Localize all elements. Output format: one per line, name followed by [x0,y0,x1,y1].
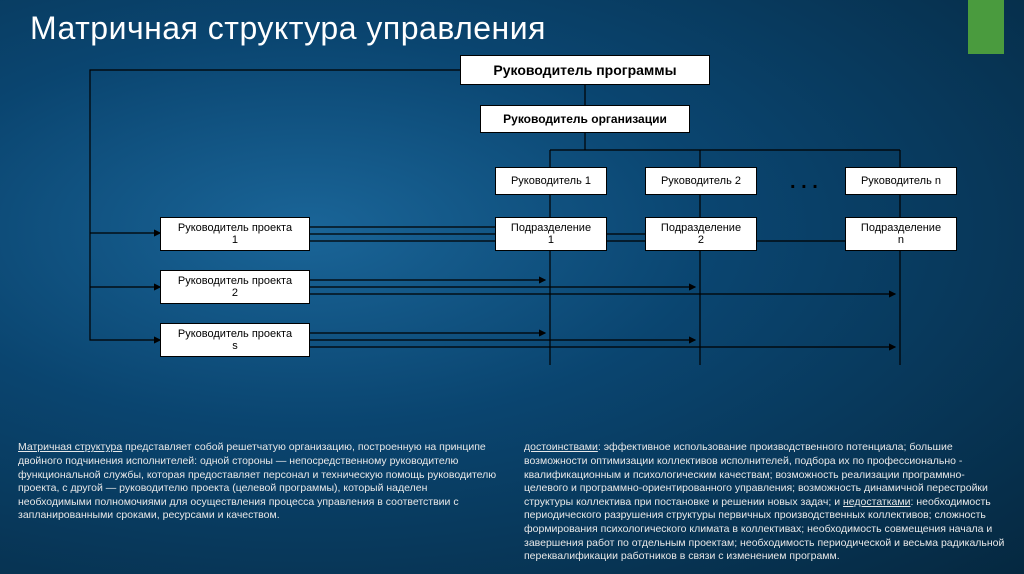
node-org_head: Руководитель организации [480,105,690,133]
org-diagram: Руководитель программы Руководитель орган… [50,55,974,385]
term-disadvantages: недостатками [843,496,910,508]
ellipsis: . . . [790,171,818,194]
node-deptn: Подразделение n [845,217,957,251]
node-proj2: Руководитель проекта 2 [160,270,310,304]
node-program_head: Руководитель программы [460,55,710,85]
left-body: представляет собой решетчатую организаци… [18,441,496,521]
node-dept1: Подразделение 1 [495,217,607,251]
node-projs: Руководитель проекта s [160,323,310,357]
node-proj1: Руководитель проекта 1 [160,217,310,251]
term-advantages: достоинствами [524,441,598,453]
node-mgr1: Руководитель 1 [495,167,607,195]
node-dept2: Подразделение 2 [645,217,757,251]
description-text: Матричная структура представляет собой р… [18,441,1006,564]
node-mgrn: Руководитель n [845,167,957,195]
slide-title: Матричная структура управления [30,10,546,47]
text-col-right: достоинствами: эффективное использование… [524,441,1006,564]
term-matrix: Матричная структура [18,441,122,453]
accent-bar [968,0,1004,54]
node-mgr2: Руководитель 2 [645,167,757,195]
text-col-left: Матричная структура представляет собой р… [18,441,500,564]
